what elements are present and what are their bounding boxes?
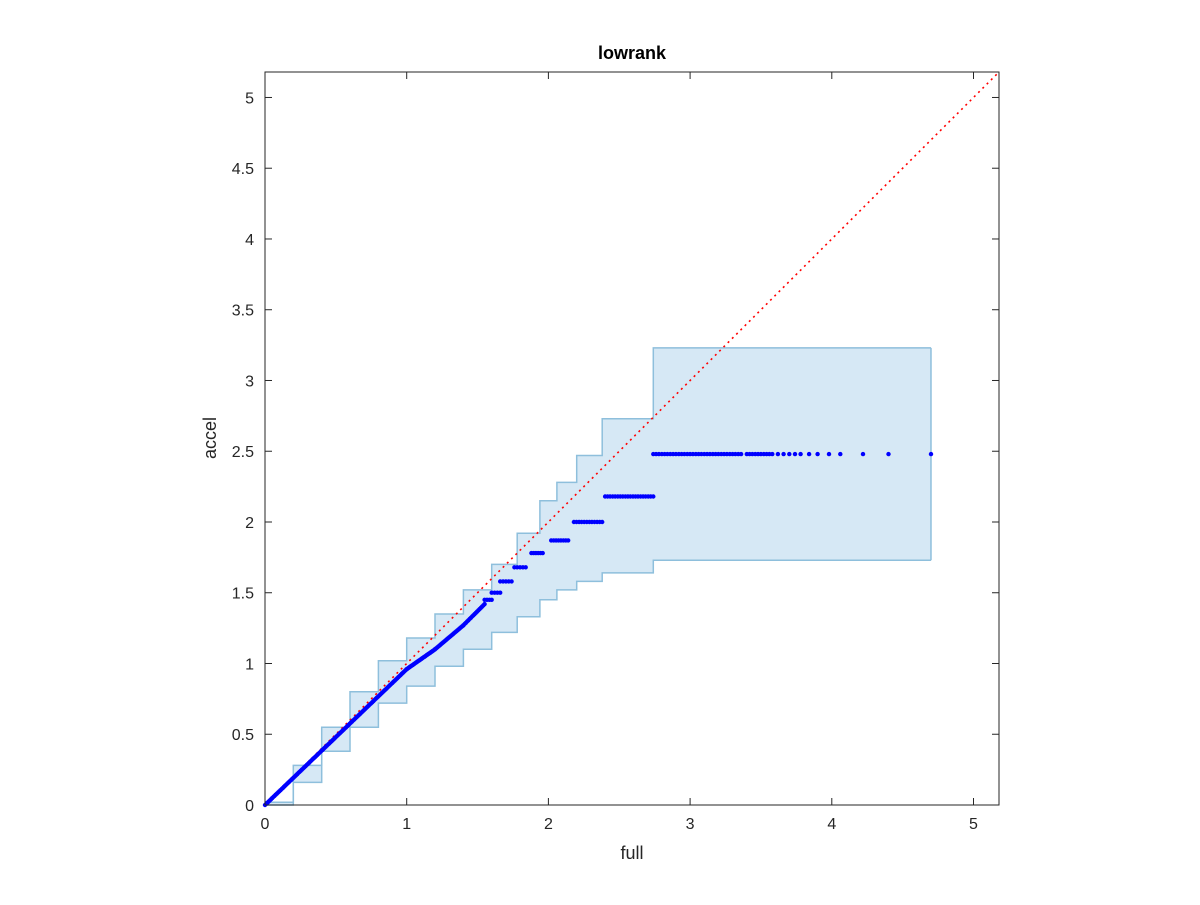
y-tick-label: 4.5 xyxy=(232,161,254,178)
confidence-band-lower xyxy=(265,559,931,806)
confidence-band-fill xyxy=(265,347,931,805)
y-tick-label: 5 xyxy=(245,90,254,107)
x-axis-label: full xyxy=(620,843,643,863)
data-point xyxy=(815,451,820,457)
y-tick-label: 1.5 xyxy=(232,586,254,603)
data-point xyxy=(787,451,792,457)
data-point xyxy=(540,550,545,556)
data-point xyxy=(651,494,656,499)
y-tick-label: 4 xyxy=(245,232,254,249)
data-point xyxy=(781,451,786,457)
y-tick-label: 3.5 xyxy=(232,303,254,320)
data-point xyxy=(775,451,781,457)
reference-line-layer xyxy=(264,71,1000,806)
x-tick-label: 3 xyxy=(686,816,695,833)
data-point xyxy=(806,451,812,457)
data-point xyxy=(498,590,503,595)
reference-diagonal-line xyxy=(264,71,1000,806)
data-point xyxy=(886,451,891,457)
data-point xyxy=(566,538,571,543)
y-tick-label: 0 xyxy=(245,798,254,815)
y-tick-label: 2 xyxy=(245,515,254,532)
data-point xyxy=(860,451,866,457)
y-tick-label: 2.5 xyxy=(232,444,254,461)
x-tick-label: 5 xyxy=(969,816,978,833)
y-tick-label: 0.5 xyxy=(232,727,254,744)
data-point xyxy=(600,519,605,525)
data-points-layer xyxy=(262,451,934,808)
x-tick-label: 0 xyxy=(261,816,270,833)
data-point xyxy=(770,451,775,457)
data-point xyxy=(509,579,514,584)
y-axis-label: accel xyxy=(200,417,220,459)
y-tick-label: 1 xyxy=(245,656,254,673)
x-tick-label: 2 xyxy=(544,816,553,833)
data-point xyxy=(928,451,934,457)
chart-title: lowrank xyxy=(598,43,667,63)
data-point xyxy=(489,597,494,602)
data-point xyxy=(738,451,744,457)
axes-box xyxy=(264,71,1000,806)
data-point xyxy=(826,451,832,457)
data-point xyxy=(482,601,487,607)
data-point xyxy=(798,451,803,457)
data-point xyxy=(838,451,843,457)
data-point xyxy=(523,565,528,570)
x-tick-label: 4 xyxy=(827,816,836,833)
data-point xyxy=(792,451,798,457)
axes-layer: 0 1 2 3 4 5 0 0.5 1 1.5 2 2.5 3 3.5 4 4.5 5 xyxy=(232,71,1000,833)
y-tick-label: 3 xyxy=(245,373,254,390)
x-tick-label: 1 xyxy=(402,816,411,833)
